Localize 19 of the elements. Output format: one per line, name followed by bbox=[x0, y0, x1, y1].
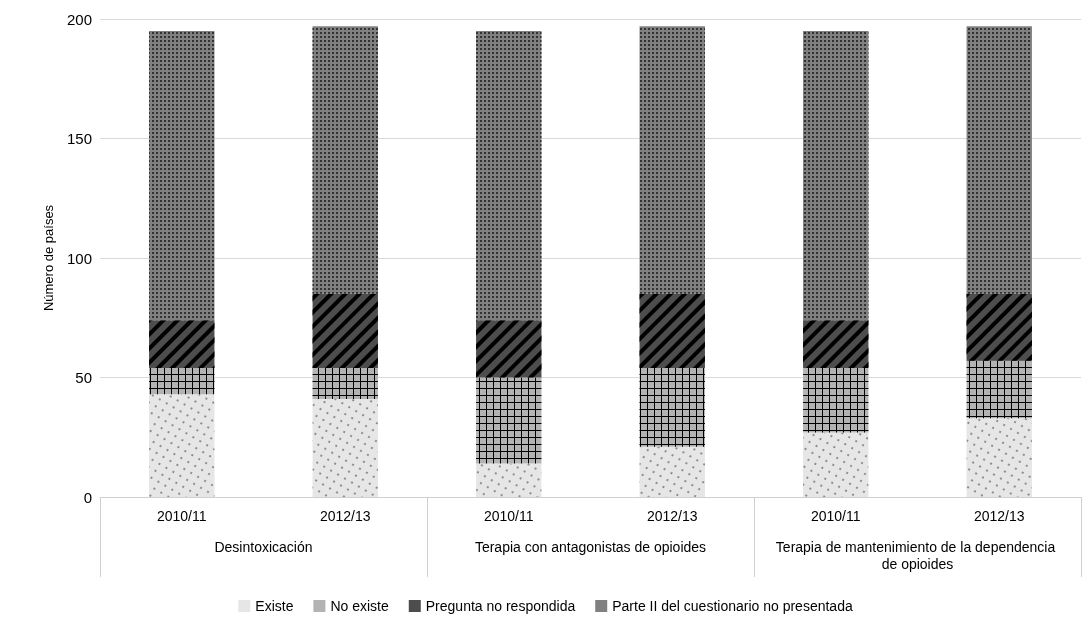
legend-label: Existe bbox=[255, 598, 294, 614]
legend-label: No existe bbox=[330, 598, 389, 614]
legend-label: Pregunta no respondida bbox=[425, 598, 576, 614]
x-tick-label: 2010/11 bbox=[810, 508, 861, 524]
x-tick-label: 2010/11 bbox=[483, 508, 534, 524]
y-tick-label: 50 bbox=[75, 369, 92, 386]
x-tick-label: 2012/13 bbox=[319, 508, 371, 524]
x-tick-label: 2012/13 bbox=[646, 508, 698, 524]
x-tick-label: 2012/13 bbox=[973, 508, 1025, 524]
y-tick-label: 0 bbox=[83, 488, 92, 506]
x-tick-label: 2010/11 bbox=[156, 508, 207, 524]
text: Terapia con antagonistas de opioides bbox=[474, 538, 707, 555]
y-tick-label: 200 bbox=[66, 10, 92, 28]
y-axis-title: Número de países bbox=[41, 204, 56, 312]
y-tick-label: 150 bbox=[66, 130, 92, 147]
text: Terapia de mantenimiento de la dependencia de opioides bbox=[775, 538, 1060, 572]
y-tick-label: 100 bbox=[66, 249, 92, 267]
text: Desintoxicación bbox=[214, 538, 313, 555]
legend-label: Parte II del cuestionario no presentada bbox=[612, 598, 853, 614]
